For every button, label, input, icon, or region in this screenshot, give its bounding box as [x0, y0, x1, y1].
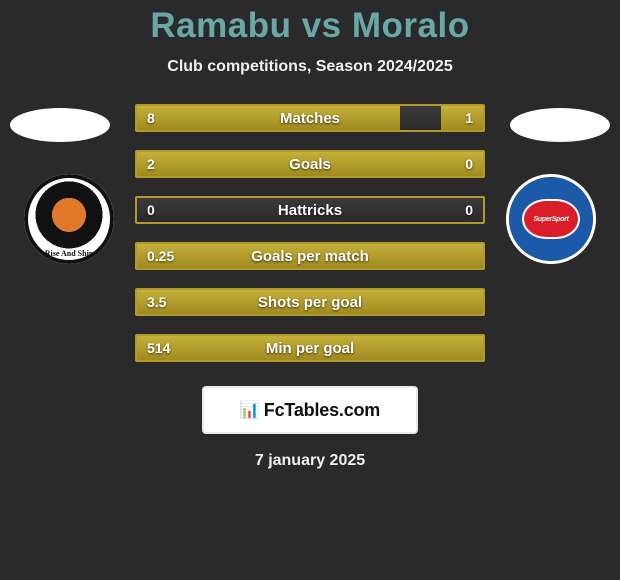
stat-row: 3.5Shots per goal [135, 288, 485, 316]
supersport-badge: SuperSport [506, 174, 596, 264]
right-ellipse-decor [510, 108, 610, 142]
chart-icon: 📊 [240, 400, 260, 420]
stat-label: Hattricks [137, 198, 483, 222]
brand-box: 📊 FcTables.com [202, 386, 418, 434]
vs-text: vs [302, 6, 342, 45]
player-right-name: Moralo [352, 6, 470, 45]
footer-date: 7 january 2025 [0, 452, 620, 470]
stat-label: Goals per match [137, 244, 483, 268]
stat-label: Shots per goal [137, 290, 483, 314]
stat-row: 0.25Goals per match [135, 242, 485, 270]
team-right-logo: SuperSport [506, 174, 596, 264]
team-left-logo: Rise And Shin [24, 174, 114, 264]
page-title: Ramabu vs Moralo [0, 0, 620, 46]
stat-row: 20Goals [135, 150, 485, 178]
subtitle: Club competitions, Season 2024/2025 [0, 58, 620, 76]
polokwane-badge-text: Rise And Shin [28, 249, 110, 258]
stat-bars: 81Matches 20Goals 00Hattricks 0.25Goals per… [135, 104, 485, 380]
stat-row: 81Matches [135, 104, 485, 132]
polokwane-badge: Rise And Shin [24, 174, 114, 264]
player-left-name: Ramabu [150, 6, 291, 45]
stat-label: Min per goal [137, 336, 483, 360]
comparison-panel: Rise And Shin SuperSport 81Matches 20Goal… [0, 104, 620, 364]
supersport-badge-text: SuperSport [522, 199, 580, 239]
stat-label: Goals [137, 152, 483, 176]
stat-label: Matches [137, 106, 483, 130]
stat-row: 00Hattricks [135, 196, 485, 224]
left-ellipse-decor [10, 108, 110, 142]
stat-row: 514Min per goal [135, 334, 485, 362]
brand-text: FcTables.com [264, 400, 380, 421]
